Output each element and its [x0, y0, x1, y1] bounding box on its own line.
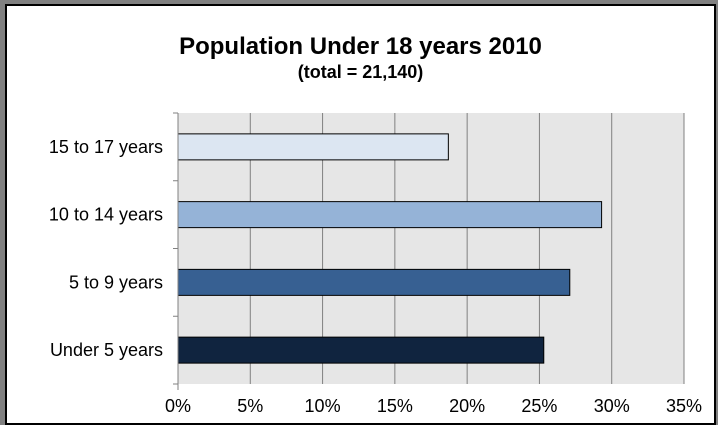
bar	[177, 133, 449, 161]
bar	[177, 336, 545, 364]
category-label: 10 to 14 years	[49, 205, 163, 225]
tick-label: 0%	[165, 396, 191, 416]
bar-chart: 15 to 17 years 10 to 14 years 5 to 9 years…	[49, 112, 702, 416]
chart-title: Population Under 18 years 2010	[179, 33, 542, 60]
category-label: 15 to 17 years	[49, 137, 163, 157]
bar	[177, 201, 603, 229]
tick-label: 5%	[237, 396, 263, 416]
tick-label: 35%	[666, 396, 702, 416]
tick-label: 15%	[377, 396, 413, 416]
bars	[177, 133, 603, 364]
category-label: 5 to 9 years	[69, 272, 163, 292]
tick-label: 25%	[521, 396, 557, 416]
category-label: Under 5 years	[50, 340, 163, 360]
category-labels: 15 to 17 years 10 to 14 years 5 to 9 years…	[49, 137, 163, 360]
bar	[177, 268, 571, 296]
tick-labels: 0% 5% 10% 15% 20% 25% 30% 35%	[165, 396, 702, 416]
chart-frame: Population Under 18 years 2010 (total = …	[5, 4, 716, 425]
axis	[173, 112, 179, 390]
chart-subtitle: (total = 21,140)	[297, 62, 424, 82]
tick-label: 10%	[305, 396, 341, 416]
tick-label: 20%	[449, 396, 485, 416]
tick-label: 30%	[594, 396, 630, 416]
